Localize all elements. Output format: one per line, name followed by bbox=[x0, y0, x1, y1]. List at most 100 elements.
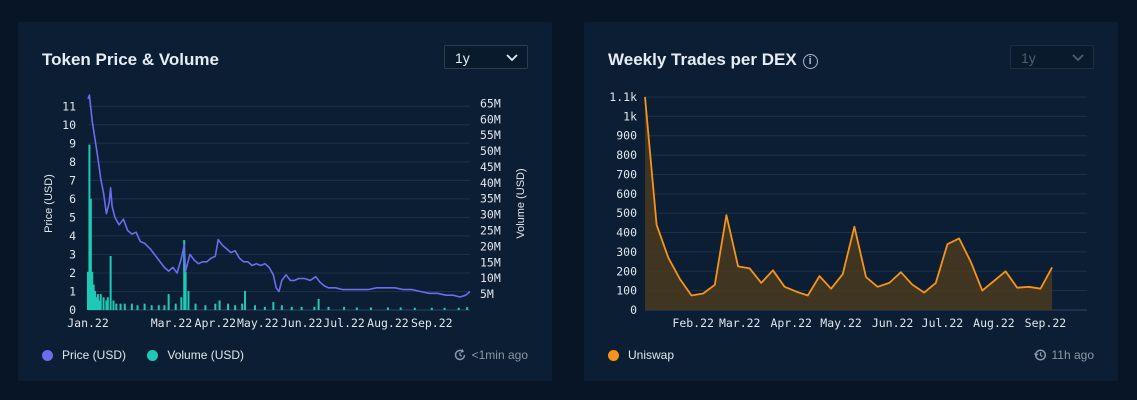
x-tick-label: Jun.22 bbox=[872, 316, 914, 330]
card-title: Weekly Trades per DEX i bbox=[608, 50, 818, 70]
volume-bar bbox=[272, 302, 275, 310]
volume-bar bbox=[99, 294, 102, 310]
volume-bar bbox=[105, 300, 108, 310]
volume-bar bbox=[96, 294, 99, 310]
y-tick-label: 4 bbox=[69, 229, 76, 243]
legend-item-volume[interactable]: Volume (USD) bbox=[147, 348, 244, 362]
x-tick-label: Sep.22 bbox=[411, 316, 453, 330]
y2-tick-label: 20M bbox=[480, 239, 501, 253]
weekly-trades-chart: 0 100 200 300 400 500 600 700 800 900 1k 1.1k Feb.22… bbox=[609, 90, 1087, 330]
y-tick-label: 9 bbox=[69, 136, 76, 150]
volume-bar bbox=[369, 307, 372, 310]
x-tick-label: Apr.22 bbox=[770, 316, 812, 330]
y-tick-label: 600 bbox=[616, 187, 637, 201]
volume-bar bbox=[180, 297, 183, 310]
time-range-value: 1y bbox=[455, 50, 470, 66]
y-tick-label: 7 bbox=[69, 173, 76, 187]
volume-bar bbox=[327, 306, 330, 310]
volume-bar bbox=[263, 306, 266, 310]
uniswap-area bbox=[645, 97, 1053, 310]
chevron-down-icon bbox=[1071, 48, 1085, 69]
card-title: Token Price & Volume bbox=[42, 50, 219, 69]
volume-bar bbox=[241, 303, 244, 310]
y-tick-label: 5 bbox=[69, 210, 76, 224]
y-tick-label: 8 bbox=[69, 155, 76, 169]
volume-bar bbox=[112, 300, 115, 310]
x-tick-label: Jul.22 bbox=[922, 316, 964, 330]
volume-bar bbox=[88, 144, 91, 310]
volume-bar bbox=[143, 303, 146, 310]
volume-bar bbox=[194, 303, 197, 310]
legend-item-price[interactable]: Price (USD) bbox=[42, 348, 126, 362]
last-updated-text: <1min ago bbox=[471, 348, 528, 362]
time-range-select[interactable]: 1y bbox=[1010, 45, 1094, 69]
y-tick-label: 900 bbox=[616, 129, 637, 143]
x-tick-label: Jul.22 bbox=[323, 316, 365, 330]
y-tick-label: 1k bbox=[623, 109, 637, 123]
volume-bar bbox=[386, 307, 389, 310]
volume-bar bbox=[163, 305, 166, 310]
last-updated: 11h ago bbox=[1033, 348, 1095, 362]
x-tick-label: Feb.22 bbox=[672, 316, 714, 330]
x-tick-label: Jan.22 bbox=[67, 316, 109, 330]
volume-bar bbox=[92, 284, 95, 310]
time-range-value: 1y bbox=[1021, 50, 1036, 66]
last-updated: <1min ago bbox=[453, 348, 528, 362]
volume-bar bbox=[183, 240, 186, 310]
info-icon[interactable]: i bbox=[802, 54, 818, 69]
legend-item-uniswap[interactable]: Uniswap bbox=[608, 348, 674, 362]
legend-dot bbox=[147, 349, 159, 361]
volume-bar bbox=[300, 306, 303, 310]
history-icon bbox=[1033, 349, 1046, 361]
time-range-select[interactable]: 1y bbox=[444, 45, 528, 69]
volume-bar bbox=[157, 305, 160, 310]
volume-bar bbox=[106, 297, 109, 310]
volume-bar bbox=[399, 307, 402, 310]
x-tick-label: Mar.22 bbox=[151, 316, 193, 330]
volume-bar bbox=[218, 300, 221, 310]
chart-legend: Price (USD) Volume (USD) bbox=[42, 348, 262, 364]
token-price-volume-card: Token Price & Volume 1y 0 1 2 3 4 5 6 7 8 9 10 11 5M… bbox=[18, 22, 552, 381]
volume-bar bbox=[214, 303, 217, 310]
y-tick-label: 300 bbox=[616, 245, 637, 259]
volume-bar bbox=[130, 303, 133, 310]
x-tick-label: Jun.22 bbox=[281, 316, 323, 330]
volume-bar bbox=[457, 307, 460, 310]
y-tick-label: 10 bbox=[62, 118, 76, 132]
volume-bar bbox=[150, 305, 153, 310]
y-tick-label: 3 bbox=[69, 247, 76, 261]
y2-tick-label: 40M bbox=[480, 176, 501, 190]
volume-bar bbox=[89, 198, 92, 310]
volume-bar bbox=[87, 271, 89, 310]
y-tick-label: 1.1k bbox=[609, 90, 637, 104]
volume-bar bbox=[119, 303, 122, 310]
y2-tick-label: 60M bbox=[480, 112, 501, 126]
y-tick-label: 1 bbox=[69, 284, 76, 298]
last-updated-text: 11h ago bbox=[1051, 348, 1095, 362]
y2-tick-label: 35M bbox=[480, 192, 501, 206]
x-tick-label: Sep.22 bbox=[1025, 316, 1067, 330]
legend-dot bbox=[42, 349, 53, 361]
volume-bar bbox=[413, 307, 416, 310]
y-tick-label: 400 bbox=[616, 226, 637, 240]
y2-tick-label: 10M bbox=[480, 271, 501, 285]
volume-bar bbox=[184, 271, 187, 310]
volume-bar bbox=[167, 294, 170, 310]
volume-bar bbox=[234, 305, 237, 310]
y2-tick-label: 30M bbox=[480, 208, 501, 222]
volume-bar bbox=[466, 307, 469, 310]
volume-bar bbox=[123, 303, 126, 310]
legend-label: Uniswap bbox=[628, 348, 675, 362]
y-tick-label: 700 bbox=[616, 167, 637, 181]
volume-bar bbox=[136, 305, 139, 310]
volume-bar bbox=[109, 255, 112, 310]
volume-bar bbox=[98, 300, 101, 310]
y-tick-label: 800 bbox=[616, 148, 637, 162]
x-tick-label: May.22 bbox=[237, 316, 279, 330]
refresh-clock-icon bbox=[454, 349, 465, 361]
legend-label: Volume (USD) bbox=[167, 348, 245, 362]
y2-tick-label: 45M bbox=[480, 160, 501, 174]
volume-bar bbox=[102, 297, 105, 310]
x-tick-label: Aug.22 bbox=[973, 316, 1015, 330]
